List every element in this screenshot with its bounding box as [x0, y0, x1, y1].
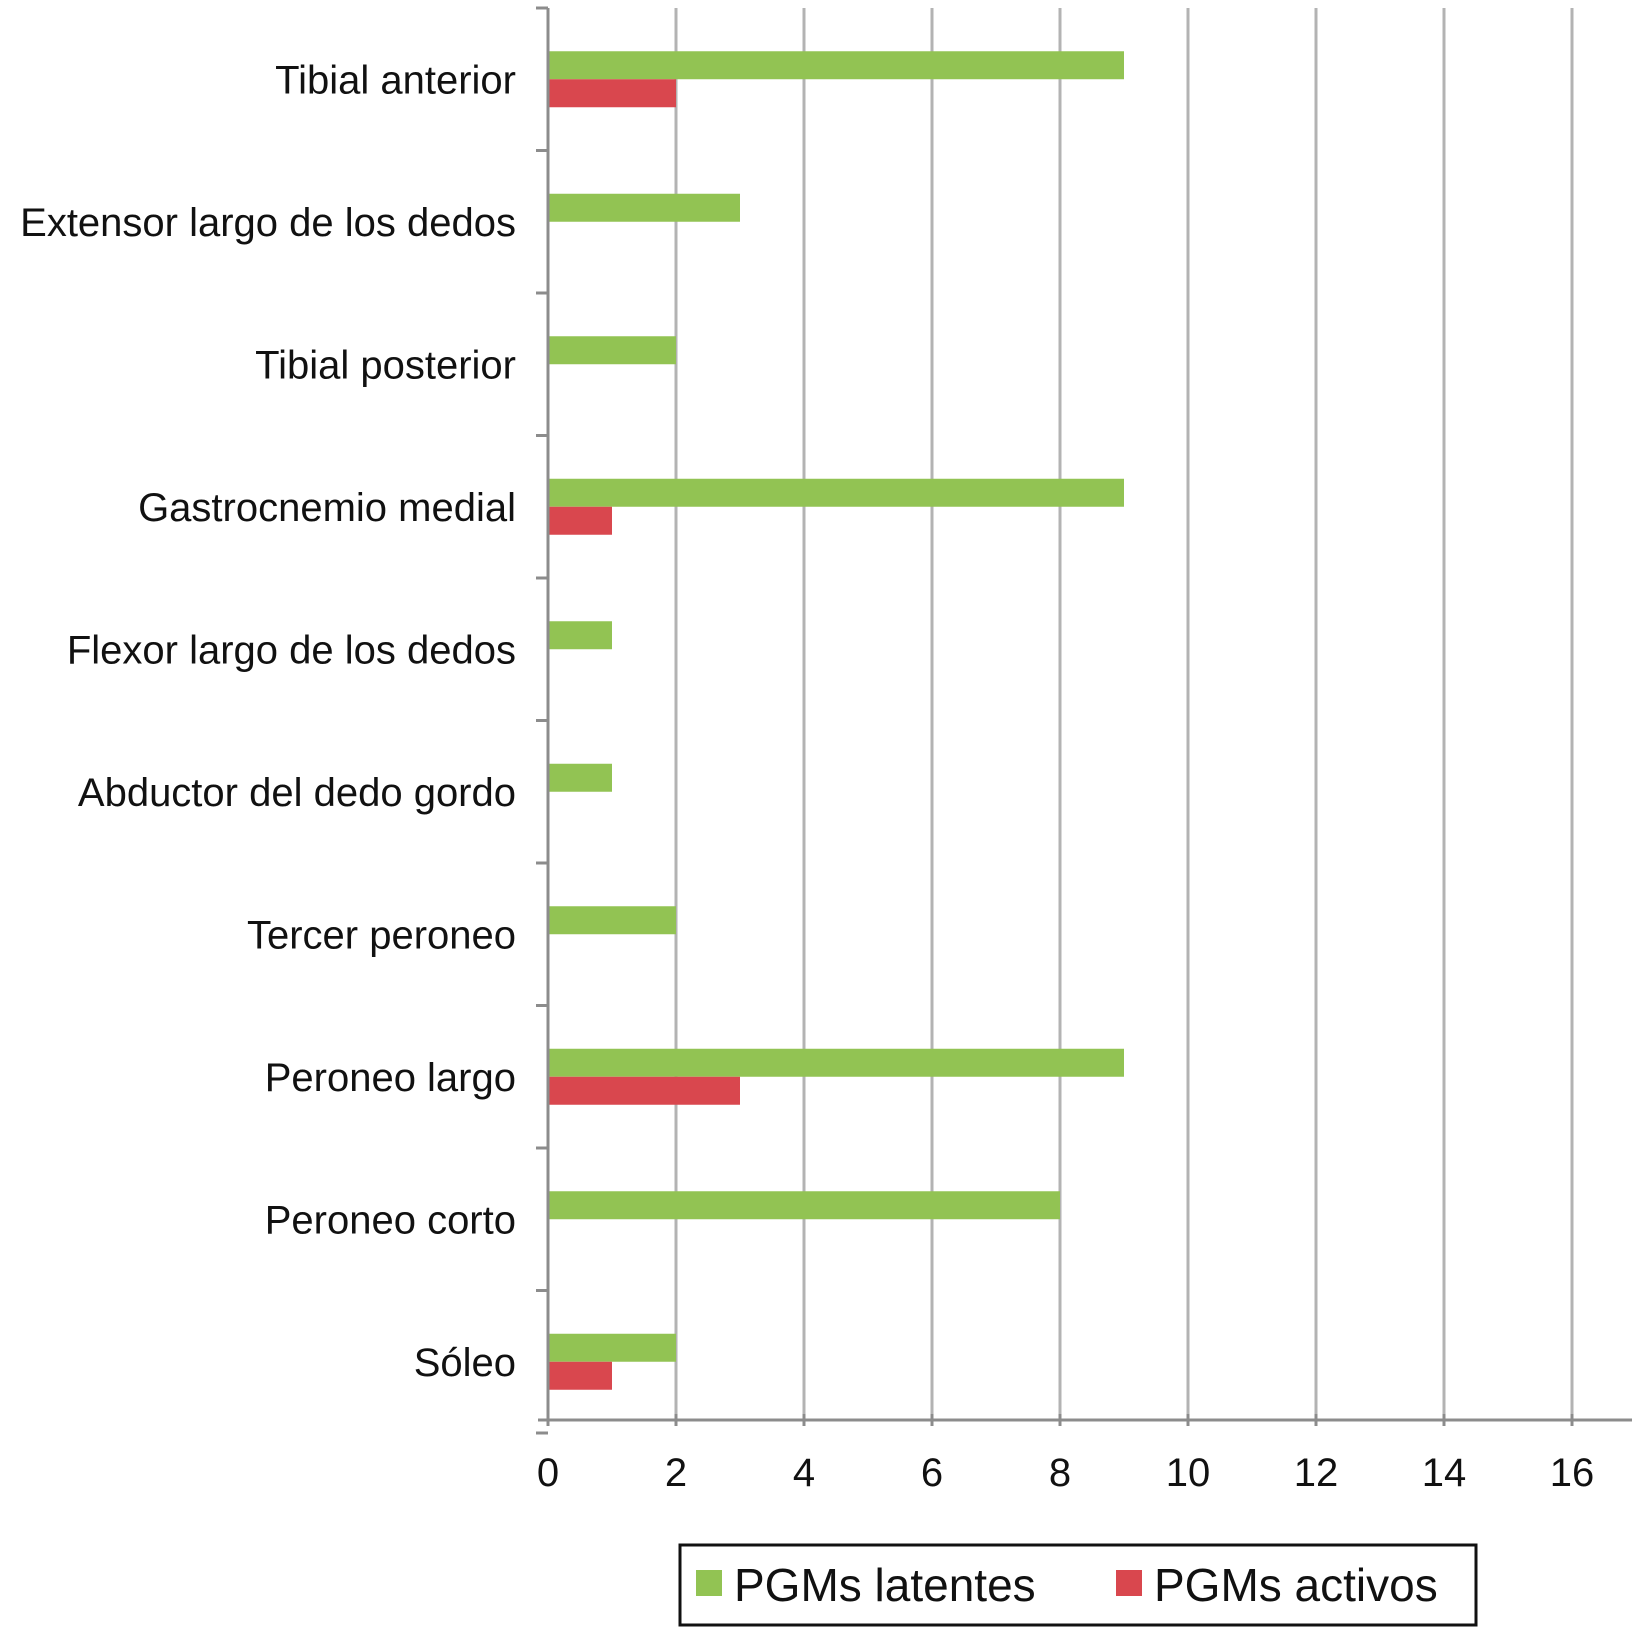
bar-latentes [548, 1191, 1060, 1220]
bar-latentes [548, 906, 676, 935]
legend-swatch-activos [1116, 1570, 1142, 1596]
axes [536, 6, 1632, 1435]
bar-activos [548, 1076, 740, 1105]
category-label: Tibial anterior [275, 58, 516, 102]
bar-latentes [548, 1048, 1124, 1077]
category-label: Peroneo corto [265, 1198, 516, 1242]
x-tick-label: 4 [793, 1451, 815, 1495]
bar-activos [548, 79, 676, 108]
category-label: Tercer peroneo [247, 913, 516, 957]
x-tick-label: 8 [1049, 1451, 1071, 1495]
category-label: Sóleo [414, 1341, 516, 1385]
category-label: Tibial posterior [255, 343, 516, 387]
x-tick-label: 16 [1550, 1451, 1595, 1495]
bar-activos [548, 506, 612, 535]
legend-label-latentes: PGMs latentes [734, 1559, 1036, 1611]
category-label: Peroneo largo [265, 1056, 516, 1100]
legend-box [678, 1543, 1478, 1627]
x-tick-label: 12 [1294, 1451, 1339, 1495]
bars [548, 51, 1124, 1390]
x-tick-label: 10 [1166, 1451, 1211, 1495]
bar-latentes [548, 1333, 676, 1362]
legend-swatch-latentes [696, 1570, 722, 1596]
legend-label-activos: PGMs activos [1154, 1559, 1438, 1611]
bar-latentes [548, 621, 612, 650]
category-label: Flexor largo de los dedos [67, 628, 516, 672]
category-label: Gastrocnemio medial [138, 486, 516, 530]
x-tick-label: 14 [1422, 1451, 1467, 1495]
bar-latentes [548, 478, 1124, 507]
x-tick-label: 6 [921, 1451, 943, 1495]
category-labels: Tibial anterior Extensor largo de los ded… [20, 58, 516, 1385]
bar-latentes [548, 336, 676, 365]
x-tick-label: 0 [537, 1451, 559, 1495]
bar-latentes [548, 763, 612, 792]
legend: PGMs latentes PGMs activos [678, 1543, 1478, 1627]
grid-lines [674, 8, 1574, 1420]
tick-labels: 0 2 4 6 8 10 12 14 16 [537, 1451, 1594, 1495]
bar-latentes [548, 193, 740, 222]
x-tick-label: 2 [665, 1451, 687, 1495]
category-label: Abductor del dedo gordo [78, 771, 516, 815]
category-label: Extensor largo de los dedos [20, 201, 516, 245]
bar-activos [548, 1361, 612, 1390]
bar-latentes [548, 51, 1124, 80]
